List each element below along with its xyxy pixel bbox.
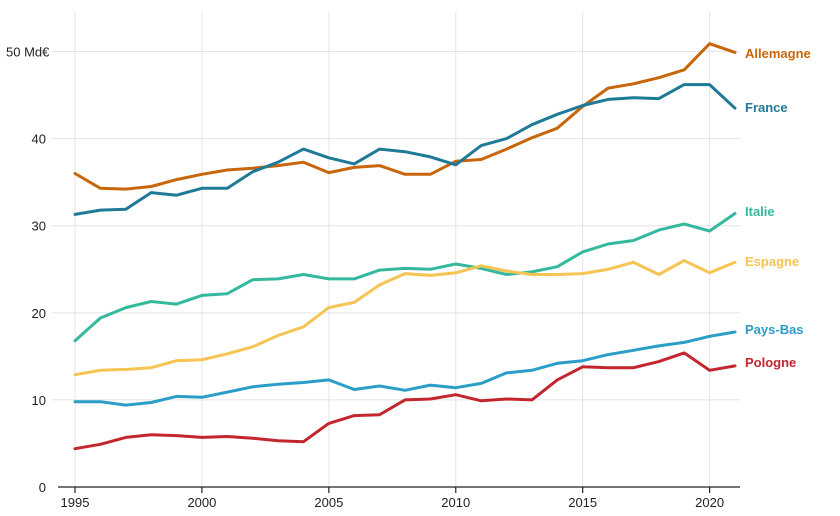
axes: 0 10 20 30 40 50 Md€ 1995 2000 2005 2010 2015 2020 xyxy=(6,45,740,510)
series-label-allemagne: Allemagne xyxy=(745,46,811,61)
x-tick-label: 2005 xyxy=(314,495,343,510)
series-label-france: France xyxy=(745,100,788,115)
x-tick-label: 2020 xyxy=(695,495,724,510)
y-tick-label: 50 Md€ xyxy=(6,45,50,60)
series-line-allemagne xyxy=(73,42,737,191)
y-tick-label: 40 xyxy=(32,132,46,147)
series-label-pays-bas: Pays-Bas xyxy=(745,322,804,337)
series-label-espagne: Espagne xyxy=(745,254,799,269)
series-label-pologne: Pologne xyxy=(745,355,796,370)
x-tick-label: 2000 xyxy=(187,495,216,510)
x-tick-label: 2015 xyxy=(568,495,597,510)
y-tick-label: 20 xyxy=(32,306,46,321)
series-labels: Allemagne France Italie Espagne Pays-Bas Polo… xyxy=(745,46,811,370)
series-line-pologne xyxy=(73,351,737,451)
y-tick-label: 30 xyxy=(32,219,46,234)
x-tick-label: 2010 xyxy=(441,495,470,510)
grid xyxy=(52,12,740,487)
series-label-italie: Italie xyxy=(745,204,775,219)
y-tick-label: 10 xyxy=(32,393,46,408)
x-tick-label: 1995 xyxy=(61,495,90,510)
y-tick-label: 0 xyxy=(39,480,46,495)
series-lines xyxy=(73,42,737,451)
series-line-italie xyxy=(73,212,737,343)
series-line-france xyxy=(73,83,737,216)
series-line-pays-bas xyxy=(73,330,737,407)
series-line-espagne xyxy=(73,259,737,377)
